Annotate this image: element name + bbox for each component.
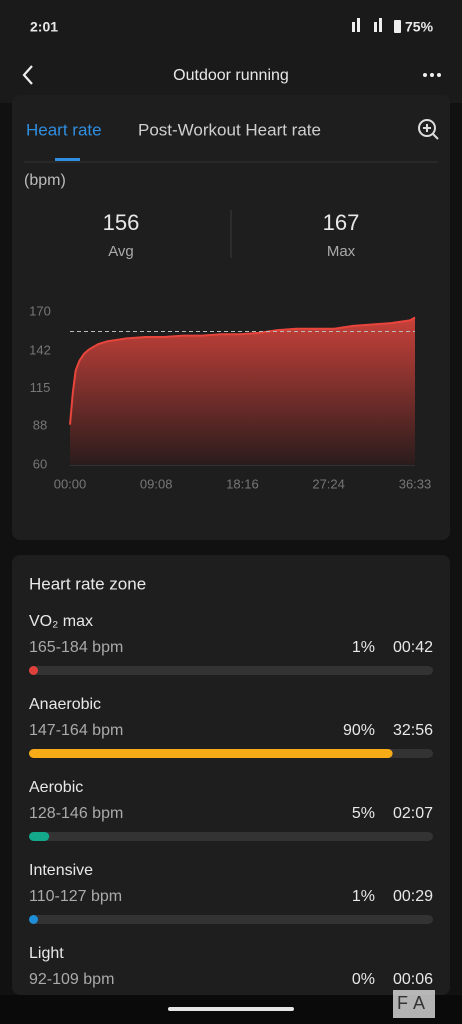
tab-indicator: [55, 158, 80, 161]
tab[interactable]: Heart rate: [26, 120, 102, 139]
back-button[interactable]: [22, 65, 33, 85]
zone-name: Aerobic: [29, 779, 83, 796]
more-button[interactable]: [423, 73, 441, 77]
chart: 60 88 115 142 170 00:00 09:08 18:16 27:24 36:33: [29, 303, 431, 491]
zone-time: 00:29: [393, 888, 433, 905]
stat-value: 156: [103, 210, 140, 235]
y-tick-label: 170: [29, 303, 51, 318]
zone-track: [29, 666, 433, 675]
zone-range: 147-164 bpm: [29, 722, 123, 739]
stat-label: Max: [327, 243, 356, 260]
zone-range: 165-184 bpm: [29, 639, 123, 656]
zone-name: Light: [29, 945, 64, 962]
zone-time: 00:06: [393, 971, 433, 988]
zone-range: 92-109 bpm: [29, 971, 114, 988]
zone-range: 110-127 bpm: [29, 888, 122, 905]
zone-percent: 90%: [343, 722, 375, 739]
zones-card: [12, 555, 450, 995]
area: [70, 317, 415, 465]
stat-value: 167: [323, 210, 360, 235]
home-indicator[interactable]: [168, 1007, 294, 1011]
line: [69, 316, 416, 425]
status-icons: [352, 18, 401, 33]
zoom-button[interactable]: [418, 119, 439, 140]
zone-name: VO₂ max: [29, 613, 93, 630]
zone-time: 02:07: [393, 805, 433, 822]
stat-label: Avg: [108, 243, 134, 260]
battery: 75%: [405, 19, 434, 35]
zone-percent: 1%: [352, 639, 375, 656]
zones-title: Heart rate zone: [29, 574, 146, 593]
zone-bar: [29, 749, 393, 758]
zones: VO₂ max 165-184 bpm 1% 00:42 Anaerobic 147-16…: [29, 613, 433, 1007]
x-tick-label: 00:00: [54, 476, 87, 491]
zone-bar: [29, 666, 38, 675]
x-tick-label: 27:24: [312, 476, 345, 491]
unit-label: (bpm): [24, 172, 66, 189]
y-tick-label: 142: [29, 342, 51, 357]
zone-time: 00:42: [393, 639, 433, 656]
top-bar: [0, 0, 462, 103]
page-title: Outdoor running: [173, 67, 289, 84]
x-tick-label: 36:33: [399, 476, 432, 491]
zone-percent: 1%: [352, 888, 375, 905]
zone-name: Anaerobic: [29, 696, 101, 713]
zone-percent: 0%: [352, 971, 375, 988]
zone-range: 128-146 bpm: [29, 805, 123, 822]
watermark-box: [393, 990, 435, 1018]
status-time: 2:01: [30, 19, 58, 35]
y-tick-label: 60: [33, 456, 47, 471]
zone-track: [29, 915, 433, 924]
watermark: FA: [397, 993, 431, 1013]
y-tick-label: 88: [33, 417, 47, 432]
zone-name: Intensive: [29, 862, 93, 879]
zone-bar: [29, 832, 50, 841]
x-tick-label: 09:08: [140, 476, 173, 491]
x-tick-label: 18:16: [226, 476, 259, 491]
y-tick-label: 115: [30, 380, 51, 395]
zone-time: 32:56: [393, 722, 433, 739]
zone-bar: [29, 915, 38, 924]
zone-percent: 5%: [352, 805, 375, 822]
zone-track: [29, 832, 433, 841]
tab[interactable]: Post-Workout Heart rate: [138, 120, 321, 139]
